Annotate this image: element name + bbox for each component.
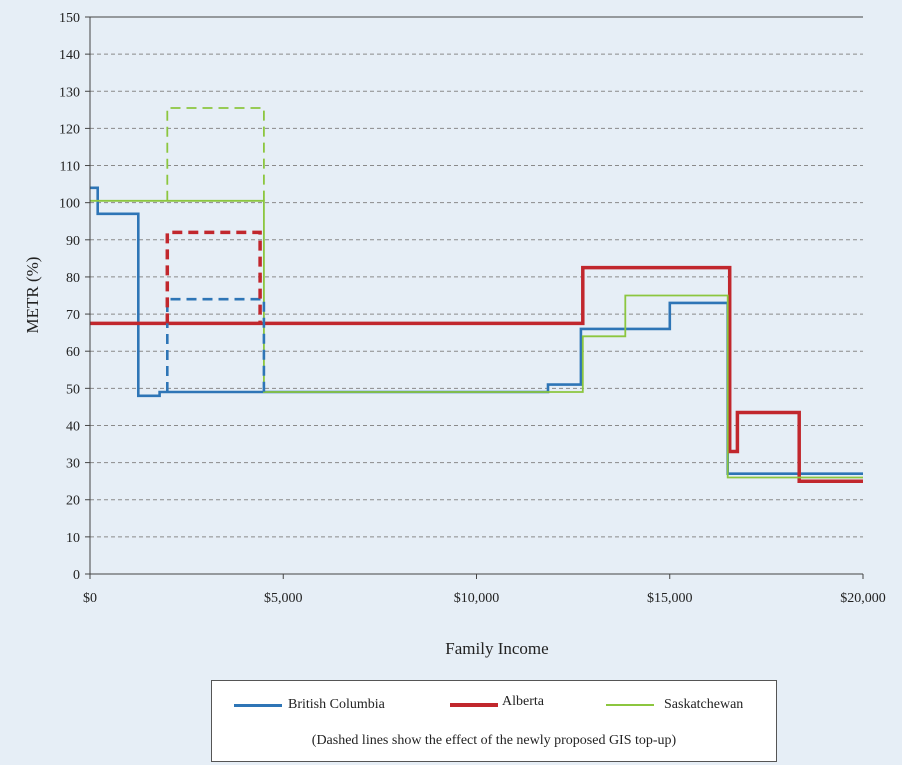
- y-tick-label-140: 140: [59, 48, 80, 63]
- y-tick-label-90: 90: [66, 234, 80, 249]
- x-axis-title: Family Income: [445, 639, 548, 658]
- y-tick-label-0: 0: [73, 568, 80, 583]
- legend-swatch-british-columbia: [234, 703, 282, 707]
- series-lines: [90, 107, 863, 483]
- y-tick-label-60: 60: [66, 345, 80, 360]
- y-tick-label-50: 50: [66, 382, 80, 397]
- series-line-dashed-c1272d-dashed: [165, 230, 262, 324]
- x-tick-label-0: $0: [83, 591, 97, 606]
- series-line-dashed-2e75b6-dashed: [166, 297, 266, 392]
- legend-item-saskatchewan: Saskatchewan: [606, 693, 743, 717]
- series-line-alberta: [90, 265, 863, 483]
- grid-lines: [90, 16, 863, 538]
- y-tick-label-120: 120: [59, 122, 80, 137]
- x-axis-ticks: $0 $5,000 $10,000 $15,000 $20,000: [83, 574, 886, 606]
- x-tick-label-10000: $10,000: [454, 591, 500, 606]
- x-tick-label-20000: $20,000: [840, 591, 886, 606]
- series-line-british-columbia: [90, 186, 863, 476]
- y-tick-label-130: 130: [59, 85, 80, 100]
- y-axis-title: METR (%): [23, 257, 42, 334]
- legend-item-alberta: Alberta: [450, 693, 544, 717]
- legend-swatch-alberta: [450, 703, 498, 707]
- x-tick-label-15000: $15,000: [647, 591, 693, 606]
- legend-label-alberta: Alberta: [502, 694, 544, 709]
- legend-item-british-columbia: British Columbia: [234, 693, 385, 717]
- y-tick-label-70: 70: [66, 308, 80, 323]
- y-tick-label-110: 110: [60, 160, 80, 175]
- y-tick-label-150: 150: [59, 11, 80, 26]
- y-tick-label-40: 40: [66, 419, 80, 434]
- y-axis-ticks: 0 10 20 30 40 50 60 70 80 90 100 110 120 130 140 150: [59, 11, 90, 583]
- legend-entries: British Columbia Alberta Saskatchewan: [212, 693, 776, 717]
- legend-label-british-columbia: British Columbia: [288, 697, 385, 712]
- y-tick-label-100: 100: [59, 197, 80, 212]
- y-tick-label-30: 30: [66, 457, 80, 472]
- series-line-dashed-8cc63f-dashed: [166, 107, 265, 201]
- y-tick-label-20: 20: [66, 494, 80, 509]
- series-line-saskatchewan: [90, 199, 863, 479]
- legend-label-saskatchewan: Saskatchewan: [664, 697, 744, 712]
- x-tick-label-5000: $5,000: [264, 591, 303, 606]
- y-tick-label-10: 10: [66, 531, 80, 546]
- legend-swatch-saskatchewan: [606, 704, 654, 706]
- legend-note: (Dashed lines show the effect of the new…: [311, 733, 677, 748]
- y-tick-label-80: 80: [66, 271, 80, 286]
- legend: British Columbia Alberta Saskatchewan (D…: [211, 680, 777, 762]
